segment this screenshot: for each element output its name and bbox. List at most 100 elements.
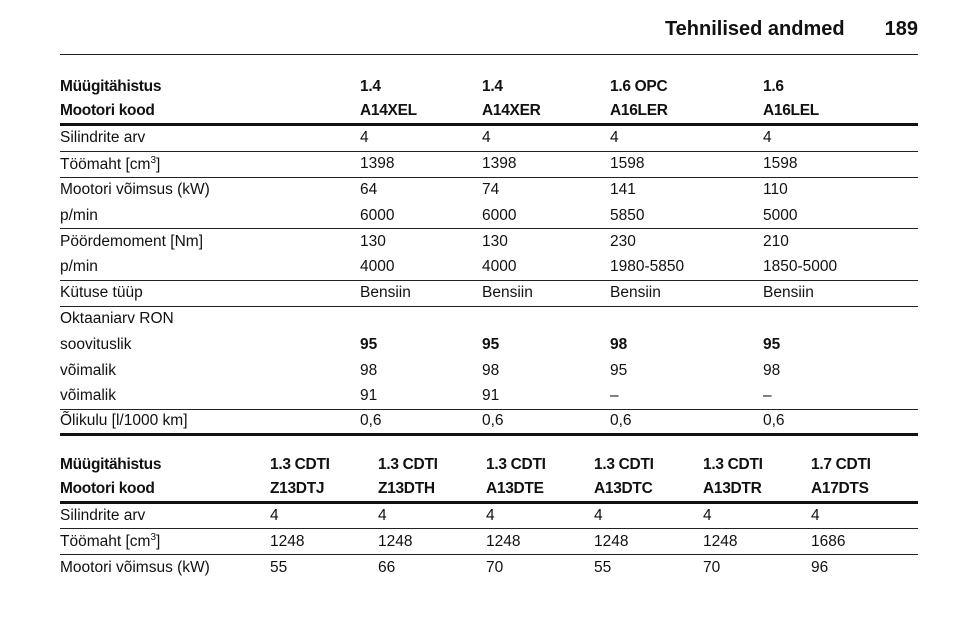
value-cell: 0,6 <box>763 412 785 430</box>
label-part: Töömaht [cm <box>60 155 151 173</box>
header-rule <box>60 54 918 55</box>
row-label: p/min <box>60 258 98 276</box>
header-cell: Müügitähistus <box>60 455 162 473</box>
header-cell: 1.3 CDTI <box>270 455 330 473</box>
header-cell: A16LEL <box>763 102 819 119</box>
label-part: Töömaht [cm <box>60 533 151 551</box>
value-cell: 110 <box>763 181 788 199</box>
spec-row: Silindrite arv 4 4 4 4 4 4 <box>60 504 918 530</box>
value-cell: 98 <box>763 362 781 380</box>
header-cell: A13DTE <box>486 479 544 497</box>
value-cell: 4 <box>270 506 279 524</box>
row-label: Töömaht [cm3] <box>60 532 270 551</box>
value-cell: 4 <box>703 506 712 524</box>
spec-row: Töömaht [cm3] 1248 1248 1248 1248 1248 1686 <box>60 529 918 556</box>
value-cell: 95 <box>360 336 378 354</box>
spec-row: võimalik 98 98 95 98 <box>60 358 918 384</box>
header-cell: A14XEL <box>360 102 417 119</box>
header-cell: A14XER <box>482 102 541 119</box>
header-cell: Mootori kood <box>60 479 155 497</box>
row-label: p/min <box>60 206 98 224</box>
label-part: ] <box>156 533 161 551</box>
value-cell: 1248 <box>270 532 305 550</box>
spec-row: Pöördemoment [Nm] 130 130 230 210 <box>60 229 918 255</box>
value-cell: 4 <box>360 129 369 147</box>
value-cell: 6000 <box>360 206 395 224</box>
header-row: Müügitähistus 1.4 1.4 1.6 OPC 1.6 <box>60 75 918 99</box>
header-cell: Z13DTJ <box>270 479 325 497</box>
value-cell: 98 <box>360 362 378 380</box>
value-cell: 91 <box>360 387 378 405</box>
value-cell: Bensiin <box>763 284 814 302</box>
spec-table: Müügitähistus 1.3 CDTI 1.3 CDTI 1.3 CDTI 1.3… <box>60 453 918 581</box>
spec-row: Oktaaniarv RON <box>60 307 918 333</box>
header-cell: 1.6 <box>763 78 784 95</box>
value-cell: 4000 <box>482 258 517 276</box>
value-cell: 5000 <box>763 206 798 224</box>
value-cell: 130 <box>360 233 386 251</box>
value-cell: 4000 <box>360 258 395 276</box>
header-cell: 1.4 <box>482 78 503 95</box>
header-title: Tehnilised andmed <box>664 18 845 40</box>
value-cell: 55 <box>594 559 612 577</box>
spec-row: Mootori võimsus (kW) 55 66 70 55 70 96 <box>60 555 918 581</box>
spec-row: p/min 4000 4000 1980-5850 1850-5000 <box>60 255 918 281</box>
header-row: Müügitähistus 1.3 CDTI 1.3 CDTI 1.3 CDTI 1.3… <box>60 453 918 477</box>
header-cell: 1.4 <box>360 78 381 95</box>
value-cell: 70 <box>486 559 504 577</box>
row-label: soovituslik <box>60 336 132 354</box>
value-cell: 0,6 <box>610 412 632 430</box>
value-cell: – <box>763 387 772 405</box>
header-cell: A13DTR <box>703 479 762 497</box>
row-label: Silindrite arv <box>60 506 146 524</box>
page-number: 189 <box>884 18 918 40</box>
spec-table: Müügitähistus 1.4 1.4 1.6 OPC 1.6 Mootori koo… <box>60 75 918 436</box>
value-cell: 95 <box>482 336 500 354</box>
row-label: võimalik <box>60 387 116 405</box>
label-part: 3 <box>150 532 157 544</box>
value-cell: 6000 <box>482 206 517 224</box>
tables: Müügitähistus 1.4 1.4 1.6 OPC 1.6 Mootori koo… <box>60 75 918 598</box>
value-cell: 141 <box>610 181 636 199</box>
value-cell: 4 <box>763 129 772 147</box>
value-cell: 1598 <box>610 155 645 173</box>
page-header: Tehnilised andmed 189 <box>665 18 918 41</box>
spec-row: soovituslik 95 95 98 95 <box>60 332 918 358</box>
value-cell: 98 <box>610 336 628 354</box>
row-label: Mootori võimsus (kW) <box>60 559 210 577</box>
value-cell: 70 <box>703 559 721 577</box>
spec-row: Silindrite arv 4 4 4 4 <box>60 126 918 152</box>
value-cell: 5850 <box>610 206 645 224</box>
spec-row: Kütuse tüüp Bensiin Bensiin Bensiin Bensiin <box>60 281 918 307</box>
header-cell: 1.7 CDTI <box>811 455 871 473</box>
value-cell: 95 <box>610 362 628 380</box>
value-cell: 4 <box>486 506 495 524</box>
spec-row: võimalik 91 91 – – <box>60 384 918 410</box>
header-cell: 1.3 CDTI <box>703 455 763 473</box>
spec-row: Töömaht [cm3] 1398 1398 1598 1598 <box>60 152 918 178</box>
header-cell: 1.3 CDTI <box>378 455 438 473</box>
value-cell: 1398 <box>482 155 517 173</box>
header-cell: Z13DTH <box>378 479 435 497</box>
value-cell: Bensiin <box>610 284 661 302</box>
value-cell: 4 <box>482 129 491 147</box>
header-cell: 1.3 CDTI <box>594 455 654 473</box>
value-cell: 91 <box>482 387 500 405</box>
value-cell: 1980-5850 <box>610 258 685 276</box>
spec-row: p/min 6000 6000 5850 5000 <box>60 203 918 230</box>
label-part: ] <box>156 155 161 173</box>
value-cell: 4 <box>378 506 387 524</box>
row-label: Õlikulu [l/1000 km] <box>60 412 188 430</box>
value-cell: 55 <box>270 559 288 577</box>
value-cell: 64 <box>360 181 378 199</box>
value-cell: 98 <box>482 362 500 380</box>
spec-row: Õlikulu [l/1000 km] 0,6 0,6 0,6 0,6 <box>60 410 918 436</box>
row-label: Silindrite arv <box>60 129 146 147</box>
header-row: Mootori kood Z13DTJ Z13DTH A13DTE A13DTC A13D… <box>60 477 918 504</box>
value-cell: 4 <box>594 506 603 524</box>
value-cell: 1248 <box>378 532 413 550</box>
header-cell: Mootori kood <box>60 102 155 119</box>
header-cell: 1.6 OPC <box>610 78 668 95</box>
